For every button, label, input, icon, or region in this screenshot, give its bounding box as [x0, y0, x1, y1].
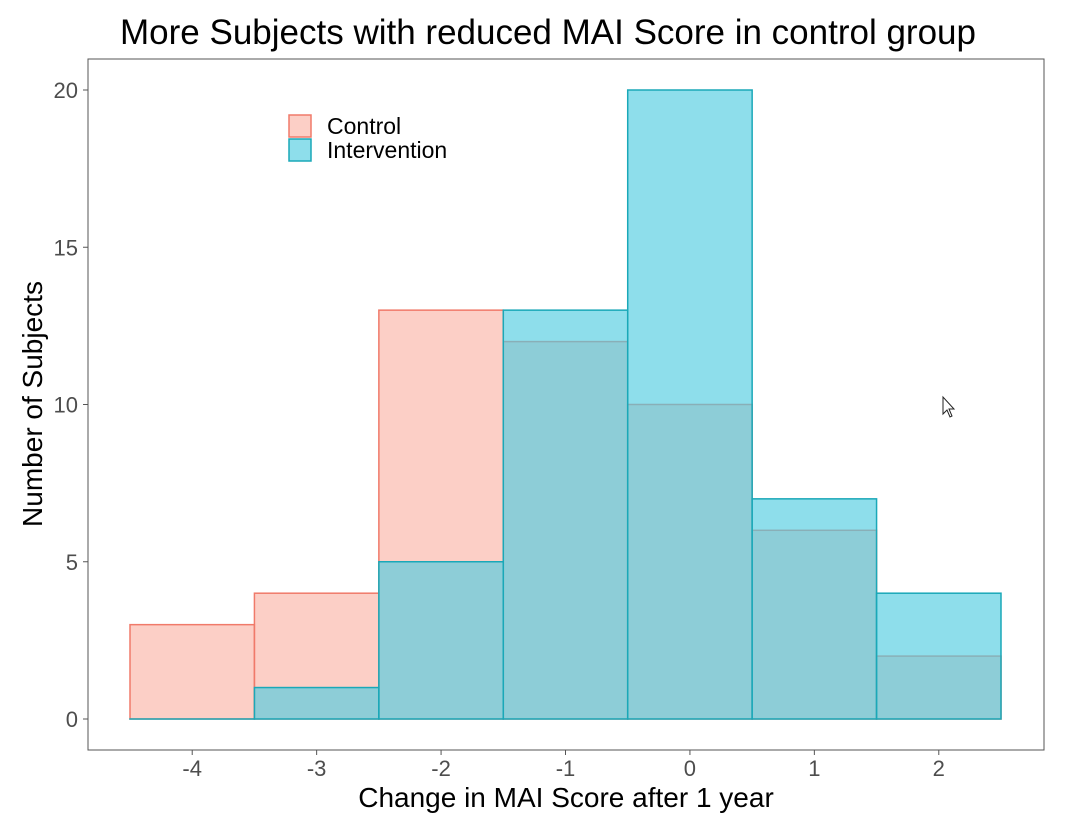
- x-tick-label: -4: [182, 756, 202, 781]
- x-tick-label: -3: [307, 756, 327, 781]
- x-tick-label: 2: [933, 756, 945, 781]
- x-tick-label: 0: [684, 756, 696, 781]
- y-tick-label: 0: [66, 707, 78, 732]
- y-tick-label: 5: [66, 550, 78, 575]
- bar-intervention-0: [626, 89, 753, 720]
- bars-layer: [129, 89, 1002, 720]
- legend-swatch-intervention: [288, 138, 312, 162]
- x-tick-label: -1: [556, 756, 576, 781]
- bar-control--4: [129, 623, 256, 720]
- x-axis-ticks: -4 -3 -2 -1 0 1 2: [182, 750, 945, 781]
- bar-intervention-1: [751, 498, 878, 720]
- bar-intervention-2: [875, 592, 1002, 720]
- x-tick-label: 1: [808, 756, 820, 781]
- legend-swatch-control: [288, 114, 312, 138]
- bar-intervention--2: [378, 561, 505, 720]
- y-tick-label: 10: [54, 393, 78, 418]
- mouse-cursor-icon: [942, 395, 956, 418]
- y-tick-label: 15: [54, 235, 78, 260]
- bar-intervention--1: [502, 309, 629, 720]
- bar-intervention--3: [253, 686, 380, 720]
- y-axis-ticks: 0 5 10 15 20: [54, 78, 88, 732]
- x-tick-label: -2: [431, 756, 451, 781]
- y-axis-label: Number of Subjects: [17, 281, 48, 527]
- legend-label-intervention: Intervention: [327, 137, 447, 163]
- y-tick-label: 20: [54, 78, 78, 103]
- chart-title: More Subjects with reduced MAI Score in …: [120, 13, 976, 52]
- legend-label-control: Control: [327, 113, 401, 139]
- x-axis-label: Change in MAI Score after 1 year: [358, 782, 774, 813]
